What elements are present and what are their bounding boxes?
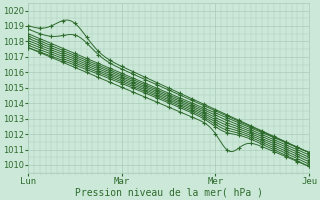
X-axis label: Pression niveau de la mer( hPa ): Pression niveau de la mer( hPa ) bbox=[75, 187, 263, 197]
